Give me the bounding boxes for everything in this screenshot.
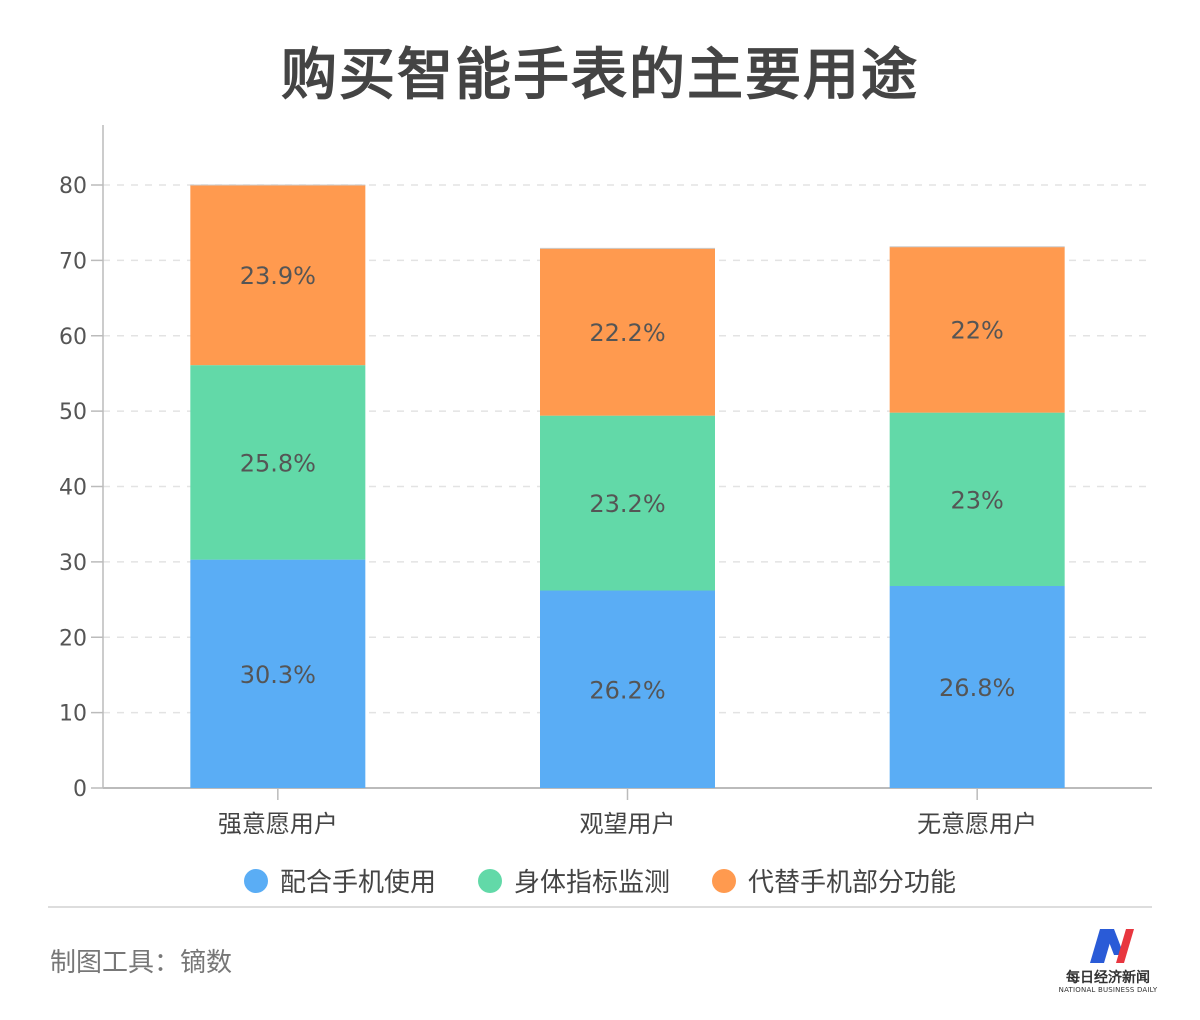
y-tick-label: 30 (59, 551, 87, 576)
bar-segment (889, 412, 1065, 586)
publisher-logo: 每日经济新闻 NATIONAL BUSINESS DAILY (1058, 925, 1158, 1000)
y-tick-label: 40 (59, 476, 87, 501)
bar-segment (540, 415, 715, 591)
nbd-logo-icon (1090, 929, 1134, 963)
x-category-label: 强意愿用户 (218, 810, 338, 838)
data-label: 26.8% (939, 674, 1015, 702)
bar-segment (540, 590, 715, 788)
x-category-label: 无意愿用户 (917, 810, 1037, 838)
y-tick-label: 20 (59, 626, 87, 651)
y-tick-label: 10 (59, 702, 87, 727)
y-tick-label: 70 (59, 249, 87, 274)
legend-item: 代替手机部分功能 (712, 862, 956, 899)
data-label: 26.2% (589, 676, 665, 704)
bar-segment (190, 365, 366, 560)
x-category-label: 观望用户 (580, 810, 676, 838)
legend-label: 配合手机使用 (279, 868, 436, 898)
footer-divider (48, 906, 1152, 908)
legend-label: 代替手机部分功能 (748, 868, 957, 898)
stacked-bar-chart: 0 10 20 30 40 50 60 70 80 30.3% 25.8% 23.9% 强意愿用户 26.… (59, 125, 1152, 838)
y-tick-label: 50 (59, 400, 87, 425)
data-label: 22.2% (589, 319, 665, 347)
legend-item: 配合手机使用 (243, 862, 436, 899)
legend-label: 身体指标监测 (513, 868, 670, 898)
y-tick-label: 60 (59, 325, 87, 350)
legend-swatch-icon (243, 868, 268, 893)
bar-segment (190, 559, 366, 788)
tool-credit: 制图工具：镝数 (50, 948, 233, 978)
y-tick-label: 0 (73, 777, 87, 802)
data-label: 25.8% (240, 449, 316, 477)
data-label: 23% (950, 486, 1003, 514)
data-label: 23.2% (589, 490, 665, 518)
chart-legend: 配合手机使用 身体指标监测 代替手机部分功能 (0, 862, 1200, 899)
y-tick-label: 80 (59, 174, 87, 199)
data-label: 23.9% (240, 262, 316, 290)
data-label: 30.3% (240, 661, 316, 689)
bar-segment (889, 585, 1065, 788)
bar-segment (889, 246, 1065, 413)
data-label: 22% (950, 317, 1003, 345)
bar-segment (540, 248, 715, 416)
logo-english-name: NATIONAL BUSINESS DAILY (1058, 986, 1158, 994)
chart-title: 购买智能手表的主要用途 (281, 43, 919, 108)
legend-item: 身体指标监测 (477, 862, 670, 899)
legend-swatch-icon (712, 868, 736, 893)
legend-swatch-icon (477, 868, 502, 893)
bar-segment (190, 185, 366, 366)
logo-chinese-name: 每日经济新闻 (1066, 970, 1150, 986)
